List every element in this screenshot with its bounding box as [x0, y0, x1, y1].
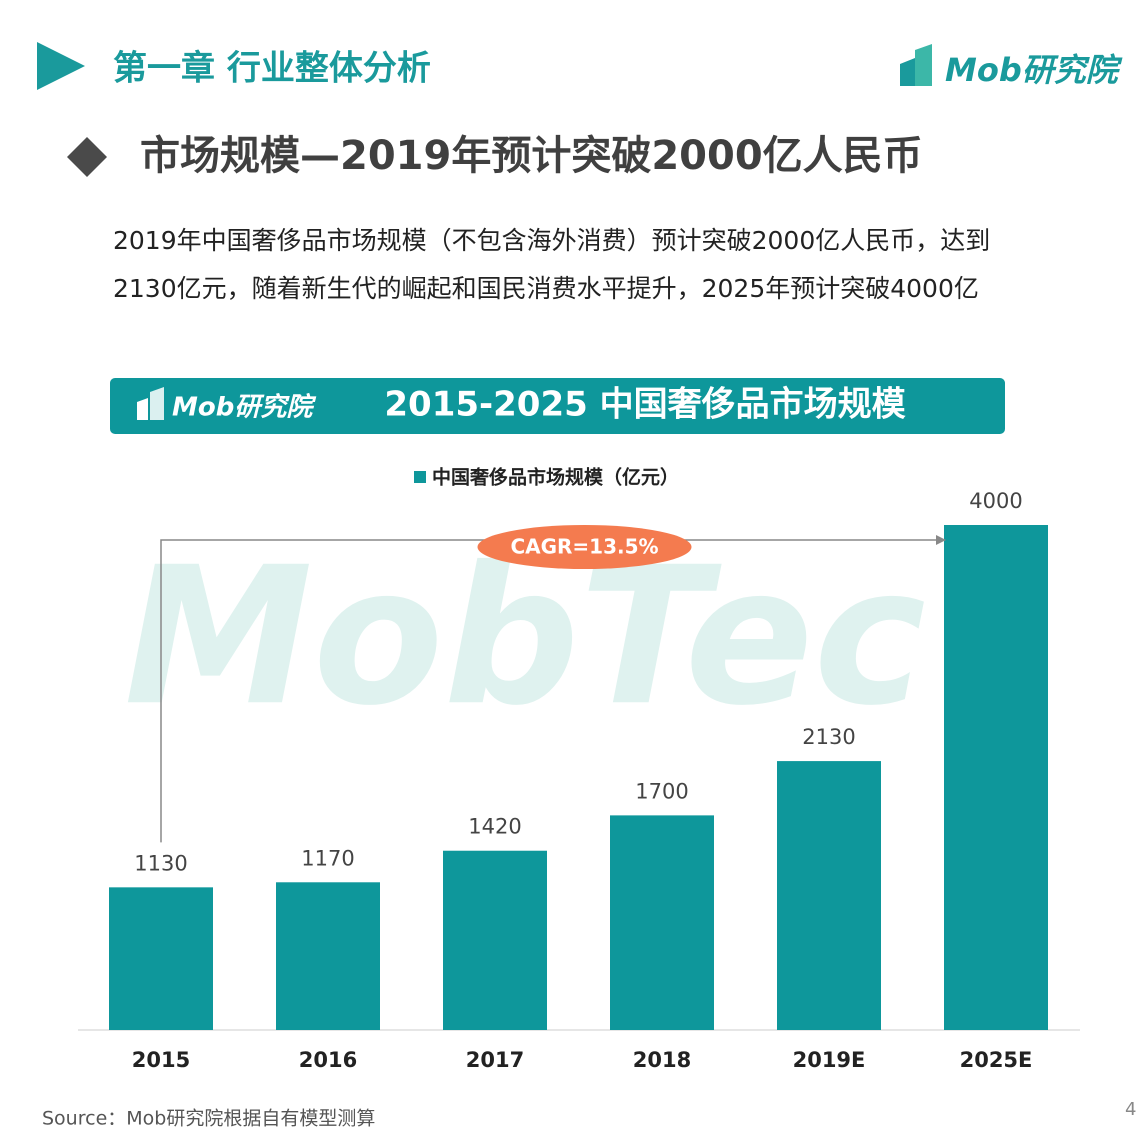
- x-tick-label: 2018: [633, 1048, 691, 1072]
- value-label: 1170: [301, 846, 354, 870]
- headline: 市场规模—2019年预计突破2000亿人民币: [140, 133, 923, 179]
- bar: [610, 815, 714, 1030]
- bar: [276, 882, 380, 1030]
- cagr-label: CAGR=13.5%: [510, 535, 658, 559]
- body-text: 2019年中国奢侈品市场规模（不包含海外消费）预计突破2000亿人民币，达到: [113, 226, 990, 255]
- value-label: 2130: [802, 725, 855, 749]
- banner-logo: Mob研究院: [172, 393, 316, 423]
- x-tick-label: 2015: [132, 1048, 190, 1072]
- legend-label: 中国奢侈品市场规模（亿元）: [432, 466, 679, 489]
- banner-logo-icon: [150, 387, 164, 420]
- logo-text: Mob研究院: [945, 51, 1123, 89]
- body-text: 2130亿元，随着新生代的崛起和国民消费水平提升，2025年预计突破4000亿: [113, 274, 979, 303]
- x-tick-label: 2019E: [793, 1048, 866, 1072]
- chart-banner: Mob研究院 2015-2025 中国奢侈品市场规模: [110, 378, 1005, 434]
- source: Source：Mob研究院根据自有模型测算: [42, 1108, 375, 1130]
- value-label: 1700: [635, 779, 688, 803]
- value-label: 1130: [134, 851, 187, 875]
- bullet-diamond: [67, 137, 107, 177]
- chapter-title: 第一章 行业整体分析: [113, 49, 431, 89]
- bar: [777, 761, 881, 1030]
- logo-icon: [915, 44, 932, 86]
- bar: [944, 525, 1048, 1030]
- value-label: 1420: [468, 815, 521, 839]
- value-label: 4000: [969, 489, 1022, 513]
- banner-bg: [110, 378, 1005, 434]
- logo: Mob研究院: [900, 44, 1123, 89]
- x-tick-label: 2025E: [960, 1048, 1033, 1072]
- x-tick-label: 2016: [299, 1048, 357, 1072]
- legend-swatch: [414, 471, 426, 483]
- x-tick-label: 2017: [466, 1048, 524, 1072]
- banner-logo-icon: [137, 398, 148, 420]
- cagr-badge: [477, 525, 692, 569]
- chart-title: 2015-2025 中国奢侈品市场规模: [384, 385, 905, 425]
- page-number: 4: [1125, 1099, 1136, 1120]
- logo-icon: [900, 58, 915, 86]
- bar: [109, 887, 213, 1030]
- cagr-arrowhead: [936, 535, 946, 545]
- bar: [443, 850, 547, 1030]
- title-triangle: [37, 42, 85, 90]
